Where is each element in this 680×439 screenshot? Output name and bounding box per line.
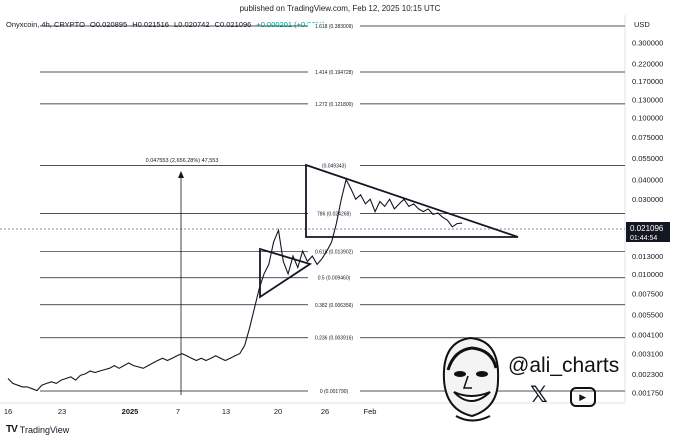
y-tick-label: 0.300000 <box>632 39 663 48</box>
x-tick-label: 16 <box>4 407 12 416</box>
fib-label-bg <box>308 210 360 217</box>
fib-label-bg <box>308 248 360 255</box>
triangle-small <box>259 247 313 299</box>
x-tick-label: Feb <box>364 407 377 416</box>
x-tick-label: 7 <box>176 407 180 416</box>
fib-label: 0 (0.001790) <box>320 389 349 395</box>
fib-label: 0.618 (0.013902) <box>315 250 353 256</box>
measure-label: 0.047553 (2,656.28%) 47,553 <box>146 158 219 164</box>
fib-label-bg <box>308 334 360 341</box>
y-tick-label: 0.170000 <box>632 77 663 86</box>
x-icon[interactable]: 𝕏 <box>530 382 548 407</box>
fib-label-bg <box>308 100 360 107</box>
y-tick-label: 0.003100 <box>632 350 663 359</box>
fib-label-bg <box>308 387 360 394</box>
y-tick-label: 0.100000 <box>632 113 663 122</box>
y-tick-label: 0.010000 <box>632 270 663 279</box>
fib-levels: 1.618 (0.383009) 1.414 (0.194728) 1.272 (0… <box>40 22 625 395</box>
price-axis: 0.300000 0.220000 0.170000 0.130000 0.100000… <box>632 39 663 398</box>
fib-label: (0.049343) <box>322 163 347 169</box>
price-series <box>7 178 463 392</box>
open-value: O0.020895 <box>90 20 128 29</box>
y-tick-label: 0.130000 <box>632 95 663 104</box>
currency-label: USD <box>634 20 650 29</box>
fib-label-bg <box>308 22 360 29</box>
watermark-handle: @ali_charts <box>508 354 620 377</box>
fib-label-bg <box>308 162 360 169</box>
y-tick-label: 0.001750 <box>632 389 663 398</box>
time-axis: 16 23 2025 7 13 20 26 Feb <box>4 407 377 416</box>
fib-label: 0.5 (0.009460) <box>318 276 351 282</box>
fib-label: 786 (0.024268) <box>317 212 351 218</box>
triangle-large <box>305 163 519 238</box>
symbol-header: Onyxcoin, 4h, CRYPTO O0.020895 H0.021516… <box>6 20 328 29</box>
fib-label-bg <box>308 68 360 75</box>
tradingview-brand: TradingView <box>19 424 70 435</box>
high-value: H0.021516 <box>132 20 169 29</box>
fib-label: 0.236 (0.003916) <box>315 336 353 342</box>
tradingview-logo-icon: TV <box>6 424 18 435</box>
y-tick-label: 0.002300 <box>632 370 663 379</box>
last-price-value: 0.021096 <box>630 224 664 233</box>
x-tick-label: 13 <box>222 407 230 416</box>
last-price-tag <box>626 222 670 242</box>
fib-label: 1.414 (0.194728) <box>315 70 353 76</box>
x-tick-label: 23 <box>58 407 66 416</box>
published-caption: published on TradingView.com, Feb 12, 20… <box>239 4 441 13</box>
x-tick-label: 2025 <box>122 407 139 416</box>
countdown-value: 01:44:54 <box>630 235 657 242</box>
y-tick-label: 0.040000 <box>632 176 663 185</box>
price-line <box>7 178 463 392</box>
measure-arrow-head <box>178 171 184 178</box>
close-value: C0.021096 <box>214 20 252 29</box>
fib-label-bg <box>308 274 360 281</box>
y-tick-label: 0.220000 <box>632 60 663 69</box>
y-tick-label: 0.075000 <box>632 133 663 142</box>
social-icons: 𝕏 ▶ <box>530 382 596 407</box>
y-tick-label: 0.013000 <box>632 252 663 261</box>
fib-label: 1.272 (0.121800) <box>315 102 353 108</box>
youtube-icon[interactable]: ▶ <box>569 387 596 407</box>
y-tick-label: 0.055000 <box>632 154 663 163</box>
change-value: +0.000201 (+0.96%) <box>256 20 325 29</box>
fib-label: 1.618 (0.383009) <box>315 24 353 30</box>
symbol-name: Onyxcoin, 4h, CRYPTO <box>6 20 85 29</box>
fib-label: 0.382 (0.006356) <box>315 303 353 309</box>
low-value: L0.020742 <box>174 20 210 29</box>
tradingview-footer: TV TradingView <box>6 424 69 435</box>
y-tick-label: 0.004100 <box>632 331 663 340</box>
fib-label-bg <box>308 301 360 308</box>
caricature-logo <box>434 330 506 430</box>
y-tick-label: 0.030000 <box>632 195 663 204</box>
y-tick-label: 0.005500 <box>632 311 663 320</box>
y-tick-label: 0.007500 <box>632 290 663 299</box>
x-tick-label: 26 <box>321 407 329 416</box>
x-tick-label: 20 <box>274 407 282 416</box>
